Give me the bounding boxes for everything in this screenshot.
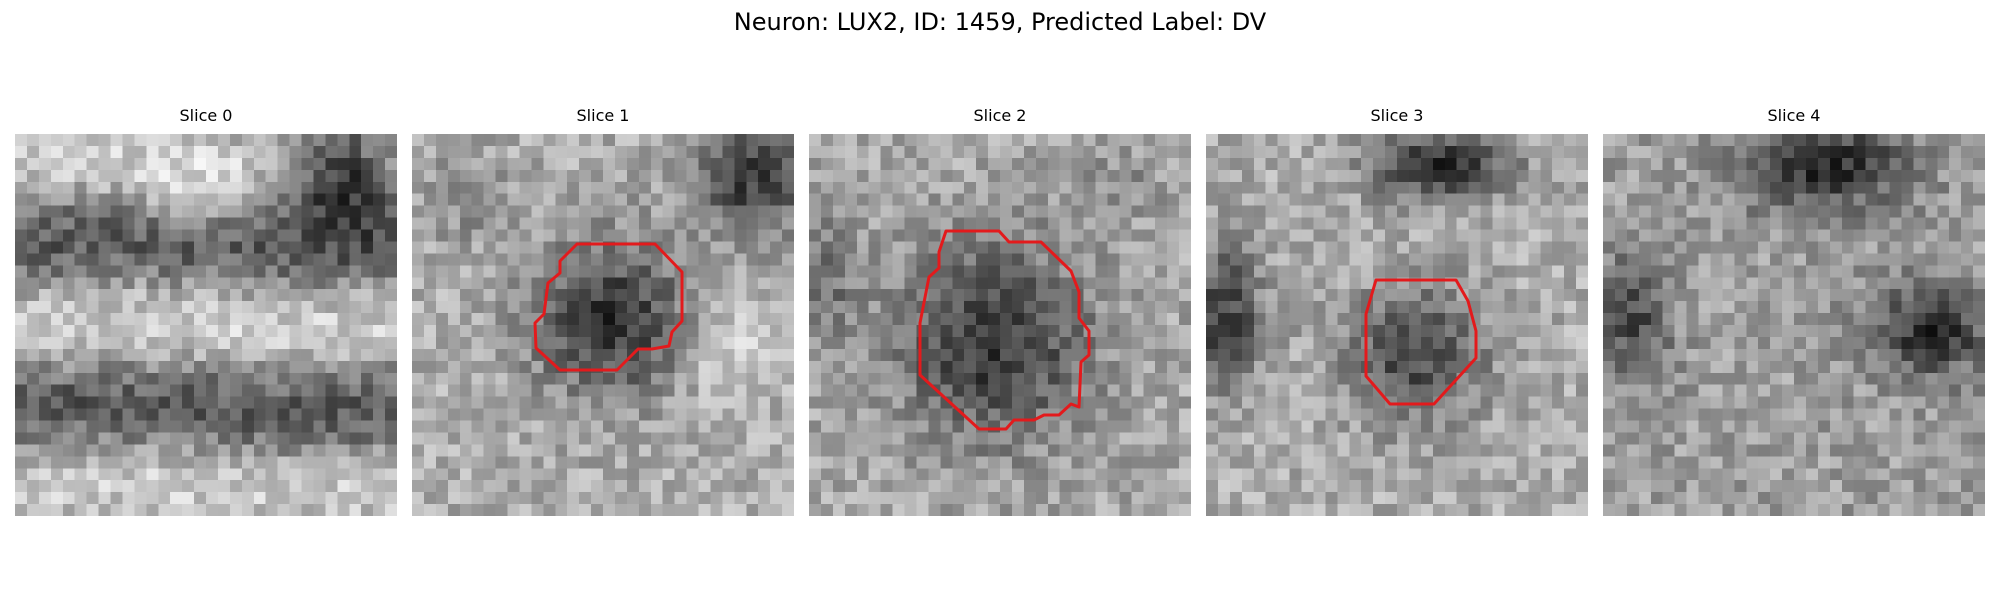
slice-panel-4: Slice 4 — [1603, 106, 1985, 516]
slice-panel-0: Slice 0 — [15, 106, 397, 516]
slice-panel-1: Slice 1 — [412, 106, 794, 516]
slice-image-frame — [412, 134, 794, 516]
roi-contour — [533, 242, 684, 372]
slice-3-overlay — [1364, 278, 1478, 406]
slice-4-image — [1603, 134, 1985, 516]
slice-panel-3: Slice 3 — [1206, 106, 1588, 516]
slice-title: Slice 4 — [1767, 106, 1821, 125]
slice-image-frame — [15, 134, 397, 516]
slice-image-frame — [1206, 134, 1588, 516]
slice-4-overlay — [1603, 134, 1985, 516]
roi-contour — [1364, 278, 1478, 406]
slice-title: Slice 0 — [179, 106, 233, 125]
slice-1-overlay — [533, 242, 684, 372]
slice-title: Slice 2 — [973, 106, 1027, 125]
slice-image-frame — [809, 134, 1191, 516]
figure-title: Neuron: LUX2, ID: 1459, Predicted Label:… — [733, 8, 1267, 36]
slice-2-overlay — [918, 229, 1091, 431]
slice-0-overlay — [15, 134, 397, 516]
slice-1-image — [412, 134, 794, 516]
slice-panel-2: Slice 2 — [809, 106, 1191, 516]
slice-0-image — [15, 134, 397, 516]
slice-3-image — [1206, 134, 1588, 516]
slice-2-image — [809, 134, 1191, 516]
slice-image-frame — [1603, 134, 1985, 516]
roi-contour — [918, 229, 1091, 431]
slice-title: Slice 1 — [576, 106, 630, 125]
slice-title: Slice 3 — [1370, 106, 1424, 125]
